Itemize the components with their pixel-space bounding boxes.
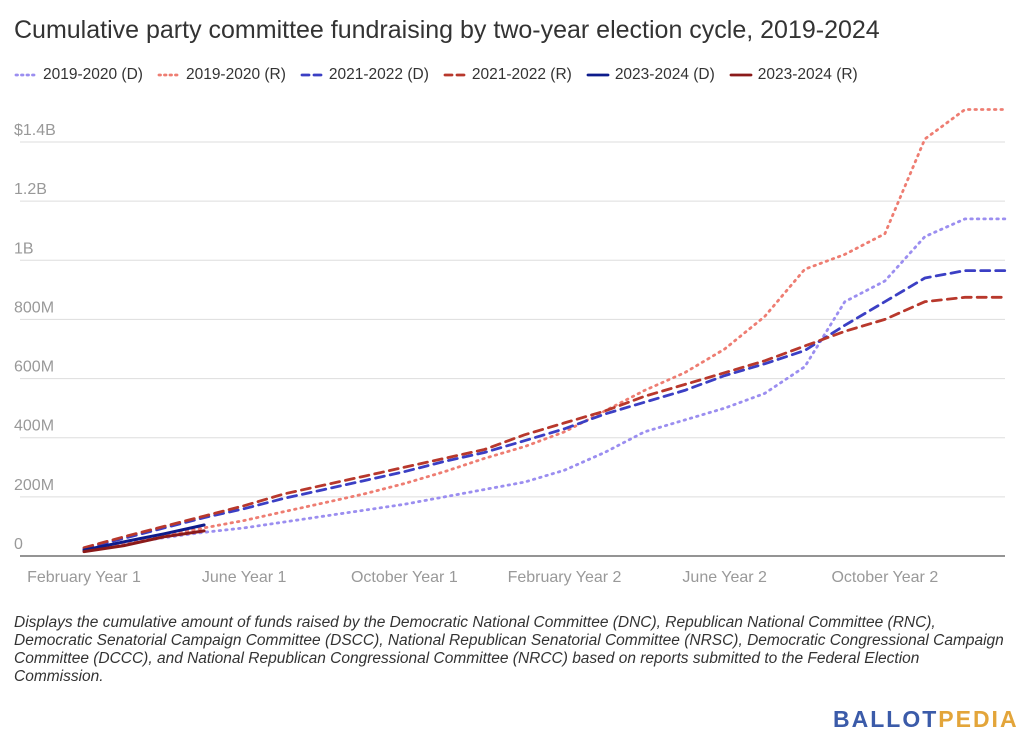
series-line-2 — [82, 108, 1007, 552]
line-chart: 0 200M 400M 600M 800M 1B 1.2B $1.4B February Yea… — [14, 108, 1007, 586]
ballotpedia-logo: BALLOTPEDIA — [833, 706, 1019, 733]
x-tick-label: June Year 1 — [202, 569, 287, 586]
x-tick-label: June Year 2 — [682, 569, 767, 586]
x-tick-label: February Year 2 — [508, 569, 622, 586]
legend-label: 2023-2024 (R) — [757, 66, 858, 83]
legend-label: 2019-2020 (R) — [185, 66, 286, 83]
logo-part-pedia: PEDIA — [938, 706, 1019, 732]
legend-item-2: 2019-2020 (R) — [157, 66, 286, 84]
series-line-4 — [82, 295, 1007, 550]
legend-item-4: 2021-2022 (R) — [443, 66, 572, 84]
y-tick-label: 200M — [14, 477, 54, 494]
legend-swatch — [729, 73, 753, 77]
y-tick-label: $1.4B — [14, 122, 56, 139]
legend-swatch — [157, 73, 181, 77]
series-line-3 — [82, 269, 1007, 550]
legend-swatch — [300, 73, 324, 77]
chart-note: Displays the cumulative amount of funds … — [14, 614, 1004, 685]
y-tick-label: 800M — [14, 299, 54, 316]
x-tick-label: October Year 2 — [831, 569, 938, 586]
legend-label: 2023-2024 (D) — [614, 66, 715, 83]
series-line-1 — [82, 217, 1007, 551]
legend-item-5: 2023-2024 (D) — [586, 66, 715, 84]
legend-label: 2019-2020 (D) — [43, 66, 143, 83]
legend-label: 2021-2022 (D) — [328, 66, 429, 83]
legend-label: 2021-2022 (R) — [471, 66, 572, 83]
legend-item-1: 2019-2020 (D) — [14, 66, 143, 84]
x-tick-label: February Year 1 — [27, 569, 141, 586]
legend-item-3: 2021-2022 (D) — [300, 66, 429, 84]
series-line-6 — [82, 529, 206, 554]
logo-part-ballot: BALLOT — [833, 706, 939, 732]
legend-swatch — [443, 73, 467, 77]
legend-swatch — [14, 73, 38, 77]
y-tick-label: 400M — [14, 418, 54, 435]
y-tick-label: 600M — [14, 359, 54, 376]
x-tick-label: October Year 1 — [351, 569, 458, 586]
y-tick-label: 1B — [14, 240, 34, 257]
legend-swatch — [586, 73, 610, 77]
chart-legend: 2019-2020 (D) 2019-2020 (R) 2021-2022 (D) 2… — [14, 66, 872, 84]
series-line-5 — [82, 523, 206, 552]
chart-title: Cumulative party committee fundraising b… — [14, 16, 880, 44]
y-tick-label: 0 — [14, 536, 23, 553]
y-tick-label: 1.2B — [14, 181, 47, 198]
legend-item-6: 2023-2024 (R) — [729, 66, 858, 84]
